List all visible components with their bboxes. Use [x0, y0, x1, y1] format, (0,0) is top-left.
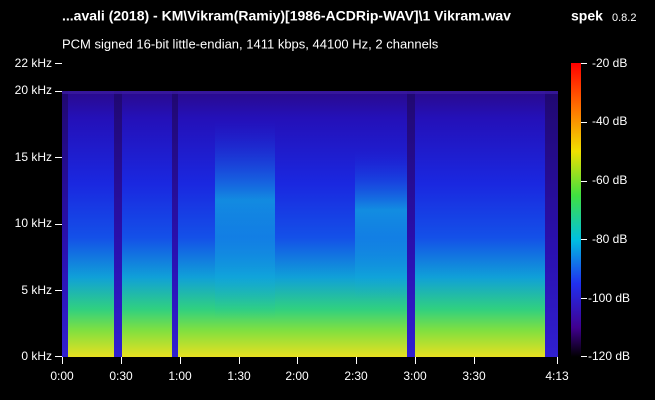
- x-label: 2:00: [285, 369, 309, 383]
- color-scale: -20 dB -40 dB -60 dB -80 dB -100 dB -120…: [571, 56, 630, 363]
- x-label: 0:30: [109, 369, 133, 383]
- db-label: -120 dB: [588, 349, 630, 363]
- app-version: 0.8.2: [612, 12, 636, 24]
- stream-info: PCM signed 16-bit little-endian, 1411 kb…: [62, 36, 439, 51]
- x-label: 2:30: [344, 369, 368, 383]
- db-label: -80 dB: [592, 232, 627, 246]
- y-axis: 22 kHz 20 kHz 15 kHz 10 kHz 5 kHz 0 kHz: [15, 56, 62, 363]
- db-label: -60 dB: [592, 173, 627, 187]
- app-name: spek: [571, 8, 603, 24]
- y-label: 10 kHz: [15, 216, 52, 230]
- x-label: 1:30: [227, 369, 251, 383]
- y-label: 22 kHz: [15, 56, 52, 70]
- y-label: 0 kHz: [21, 349, 52, 363]
- db-label: -40 dB: [592, 114, 627, 128]
- spectrogram: [62, 63, 558, 357]
- y-label: 15 kHz: [15, 150, 52, 164]
- db-label: -20 dB: [592, 56, 627, 70]
- x-label: 4:13: [545, 369, 569, 383]
- x-label: 0:00: [50, 369, 74, 383]
- x-label: 3:00: [403, 369, 427, 383]
- db-label: -100 dB: [588, 291, 630, 305]
- file-title: ...avali (2018) - KM\Vikram(Ramiy)[1986-…: [62, 8, 511, 24]
- x-label: 3:30: [462, 369, 486, 383]
- y-label: 5 kHz: [21, 283, 52, 297]
- y-label: 20 kHz: [15, 83, 52, 97]
- x-axis: 0:00 0:30 1:00 1:30 2:00 2:30 3:00 3:30 …: [50, 357, 569, 383]
- x-label: 1:00: [168, 369, 192, 383]
